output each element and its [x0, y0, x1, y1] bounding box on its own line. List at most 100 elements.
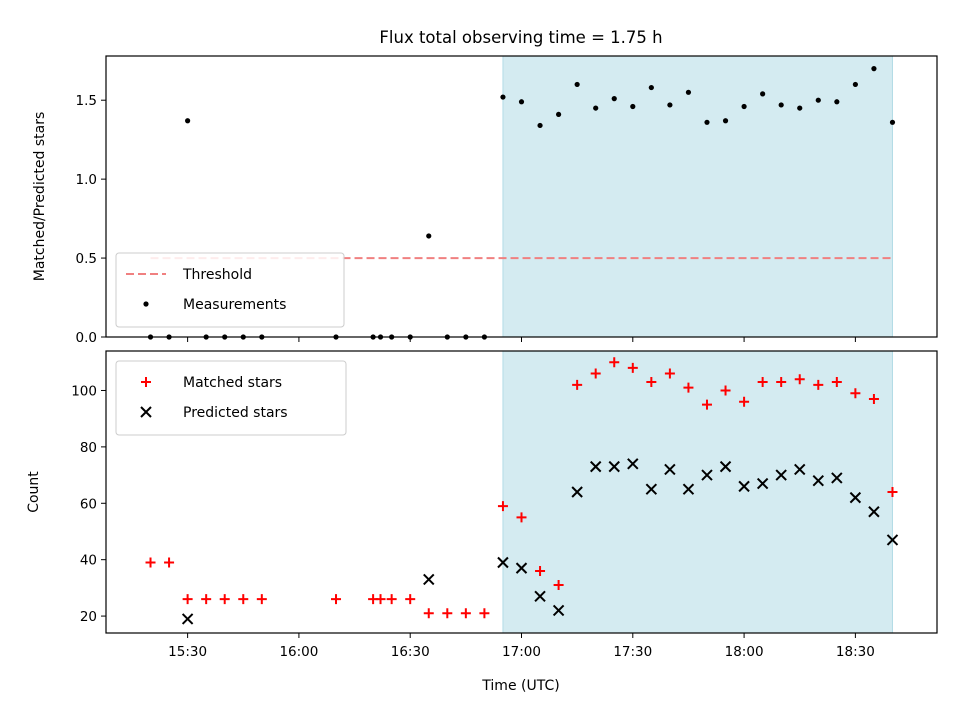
count-series-0-point-9 — [375, 594, 386, 605]
count-series-0-point-16 — [497, 501, 508, 512]
count-series-1-point-2 — [497, 556, 509, 569]
count-y-tick-label-1: 40 — [80, 553, 97, 569]
count-legend-swatch-0 — [141, 377, 151, 387]
x-tick-label-3: 17:00 — [502, 644, 541, 660]
x-tick-label-1: 16:00 — [279, 644, 318, 660]
count-series-0-point-26 — [683, 382, 694, 393]
count-series-1-point-13 — [701, 469, 713, 481]
count-series-1-point-20 — [831, 472, 843, 484]
ratio-series-0-point-37 — [889, 119, 896, 125]
count-series-1-point-12 — [682, 483, 695, 495]
count-series-1-point-5 — [552, 604, 565, 617]
ratio-series-0-point-24 — [648, 84, 654, 91]
x-axis-label: Time (UTC) — [481, 678, 559, 694]
x-tick-label-2: 16:30 — [391, 644, 430, 660]
count-series-0-point-14 — [460, 608, 471, 619]
count-legend: Matched stars Predicted stars — [115, 360, 347, 436]
count-series-0-point-3 — [201, 594, 212, 605]
count-legend-swatch-1 — [140, 406, 152, 418]
ratio-series-0-point-21 — [593, 105, 599, 111]
count-series-1-point-15 — [738, 480, 750, 493]
count-series-1-point-8 — [608, 460, 620, 473]
ratio-series-0-point-31 — [778, 102, 784, 108]
count-series-0-point-24 — [646, 377, 657, 388]
count-series-1-point-10 — [645, 483, 658, 495]
count-series-0-point-13 — [442, 608, 453, 619]
ratio-y-tick-label-0: 0.0 — [76, 330, 97, 346]
count-legend-box — [115, 360, 347, 436]
ratio-legend-swatch-1 — [143, 301, 149, 307]
count-y-tick-label-4: 100 — [71, 383, 97, 399]
ratio-y-tick-label-1: 0.5 — [76, 251, 97, 267]
count-series-1-point-17 — [775, 469, 787, 481]
ratio-series-0-point-12 — [426, 233, 432, 239]
ratio-series-0-point-34 — [834, 99, 840, 105]
ratio-series-0-point-19 — [555, 111, 562, 118]
count-series-0-point-33 — [813, 379, 824, 390]
count-series-0-point-22 — [609, 357, 620, 368]
count-y-axis-label: Count — [26, 471, 42, 513]
ratio-legend-label-0: Threshold — [182, 267, 252, 283]
ratio-y-tick-label-3: 1.5 — [76, 93, 97, 109]
count-series-1-point-14 — [719, 460, 732, 473]
count-series-0-point-30 — [757, 377, 768, 388]
ratio-series-0-point-27 — [704, 119, 710, 125]
ratio-series-0-point-26 — [685, 89, 692, 95]
count-y-tick-label-3: 80 — [80, 440, 97, 456]
count-observing-span — [502, 350, 893, 634]
count-series-1-point-23 — [886, 534, 899, 546]
ratio-series-0-point-30 — [760, 91, 766, 97]
ratio-legend-box — [115, 252, 345, 328]
count-legend-label-1: Predicted stars — [183, 405, 288, 421]
ratio-legend: Threshold Measurements — [115, 252, 345, 328]
ratio-observing-span — [502, 55, 893, 338]
ratio-series-0-point-20 — [574, 81, 580, 88]
count-series-0-point-2 — [182, 594, 193, 605]
ratio-series-0-point-29 — [741, 103, 747, 110]
count-series-1-point-9 — [627, 458, 639, 470]
count-series-0-point-10 — [386, 594, 397, 605]
count-y-tick-label-0: 20 — [80, 609, 97, 625]
count-series-0-point-20 — [572, 379, 583, 390]
ratio-series-0-point-22 — [611, 96, 617, 102]
ratio-y-tick-label-2: 1.0 — [76, 172, 97, 188]
count-series-0-point-6 — [256, 594, 267, 605]
ratio-y-axis-label: Matched/Predicted stars — [32, 112, 48, 282]
count-series-0-point-23 — [627, 362, 638, 373]
ratio-series-0-point-18 — [537, 122, 543, 129]
count-series-1-point-11 — [664, 463, 676, 476]
count-series-1-point-1 — [423, 573, 435, 586]
x-tick-label-4: 17:30 — [613, 644, 652, 660]
count-series-0-point-4 — [219, 594, 230, 605]
top-panel-ratio: 0.0 0.5 1.0 1.5 Matched/Predicted stars Thres… — [32, 55, 938, 346]
count-series-0-point-5 — [238, 594, 249, 605]
count-series-0-point-19 — [553, 580, 564, 591]
count-series-0-point-32 — [794, 374, 805, 385]
ratio-series-0-point-25 — [667, 102, 673, 108]
ratio-series-0-point-16 — [500, 94, 506, 100]
chart-title: Flux total observing time = 1.75 h — [379, 28, 662, 47]
bottom-panel-count: 20 40 60 80 100 15:30 16:00 16:30 17:00 17:30 18:0… — [26, 350, 938, 660]
count-series-0-point-7 — [331, 594, 342, 605]
ratio-series-0-point-35 — [852, 81, 858, 88]
count-series-0-point-17 — [516, 512, 527, 523]
count-series-0-point-31 — [776, 377, 787, 388]
count-series-1-point-6 — [571, 486, 583, 498]
x-tick-label-6: 18:30 — [836, 644, 875, 660]
ratio-series-0-point-32 — [797, 105, 803, 111]
count-series-0-point-18 — [535, 565, 546, 576]
count-series-0-point-15 — [479, 608, 490, 619]
count-series-0-point-25 — [664, 368, 675, 379]
count-series-1-point-3 — [515, 562, 528, 574]
count-series-1-point-21 — [849, 491, 862, 504]
count-series-0-point-21 — [590, 368, 601, 379]
count-series-0-point-37 — [887, 487, 898, 497]
count-series-1-point-19 — [812, 475, 824, 487]
ratio-series-0-point-28 — [722, 118, 729, 124]
ratio-series-0-point-36 — [871, 66, 877, 72]
ratio-series-0-point-17 — [518, 99, 525, 105]
count-series-0-point-27 — [701, 399, 712, 410]
count-series-0-point-36 — [868, 393, 879, 404]
ratio-legend-label-1: Measurements — [183, 297, 286, 313]
count-series-0-point-35 — [850, 388, 861, 399]
